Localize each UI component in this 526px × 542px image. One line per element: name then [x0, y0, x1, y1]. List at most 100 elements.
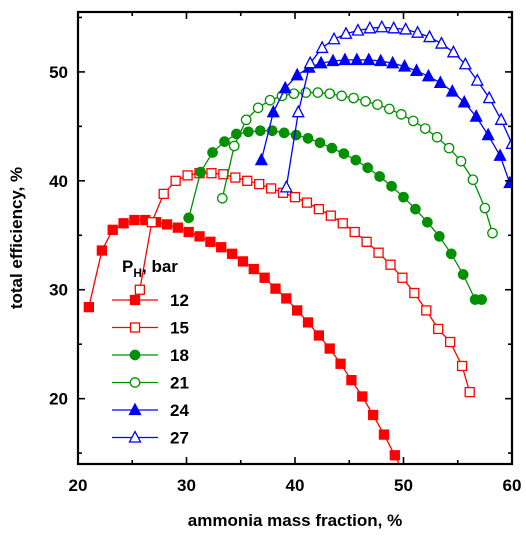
data-point-24 [433, 75, 447, 88]
legend-label-24: 24 [170, 401, 189, 420]
data-point-15 [289, 192, 301, 203]
data-point-27 [387, 20, 401, 34]
data-point-18 [445, 248, 457, 260]
data-point-24 [469, 109, 483, 122]
data-point-21 [372, 99, 383, 110]
series-21 [216, 87, 498, 239]
data-point-27 [446, 44, 460, 58]
legend-item-18: 18 [112, 346, 189, 365]
data-point-24 [254, 152, 268, 166]
data-point-18 [386, 180, 397, 192]
data-point-18 [433, 231, 445, 242]
data-point-12 [324, 343, 335, 354]
data-point-18 [398, 191, 409, 203]
data-point-27 [363, 20, 377, 34]
x-axis-title: ammonia mass fraction, % [188, 511, 402, 530]
data-point-24 [266, 104, 280, 118]
data-point-24 [398, 59, 412, 72]
x-tick-label: 50 [394, 476, 413, 495]
data-point-12 [281, 293, 292, 304]
legend-label-27: 27 [170, 429, 189, 448]
data-point-21 [479, 202, 491, 214]
y-tick-label: 20 [49, 390, 68, 409]
legend-marker-24 [128, 402, 142, 416]
data-point-21 [240, 114, 252, 126]
data-point-21 [252, 102, 264, 114]
data-point-24 [457, 94, 471, 108]
data-point-12 [83, 302, 94, 313]
legend-item-12: 12 [112, 291, 189, 310]
data-point-15 [421, 305, 432, 316]
x-tick-label: 30 [177, 476, 196, 495]
data-point-15 [254, 178, 265, 190]
data-point-12 [205, 236, 216, 247]
data-point-24 [421, 68, 436, 82]
data-point-18 [219, 136, 230, 147]
data-point-21 [455, 155, 467, 167]
data-point-18 [422, 216, 433, 228]
series-line-24 [260, 59, 511, 184]
data-point-21 [288, 88, 300, 100]
data-point-27 [458, 56, 472, 70]
data-point-21 [487, 227, 498, 239]
data-point-21 [384, 103, 395, 115]
data-point-15 [456, 360, 468, 372]
data-point-15 [433, 323, 444, 335]
data-point-12 [129, 214, 140, 226]
data-point-12 [335, 358, 346, 369]
data-point-21 [419, 123, 431, 134]
x-tick-label: 60 [503, 476, 522, 495]
data-point-18 [254, 125, 266, 137]
legend-item-21: 21 [112, 374, 189, 393]
data-point-24 [338, 52, 352, 66]
data-point-18 [290, 129, 302, 141]
data-point-12 [367, 409, 379, 421]
series-18 [183, 125, 487, 305]
y-tick-label: 30 [49, 281, 68, 300]
data-point-15 [464, 386, 475, 398]
data-point-24 [374, 53, 388, 67]
data-point-24 [493, 148, 507, 161]
data-point-24 [503, 175, 512, 189]
legend-marker-12 [129, 294, 141, 306]
legend-item-15: 15 [112, 319, 189, 338]
data-point-27 [291, 104, 305, 118]
data-point-15 [385, 259, 396, 270]
legend: PH, bar 12 15 18 21 24 27 [112, 257, 189, 448]
data-point-15 [325, 210, 336, 221]
data-point-12 [389, 450, 400, 461]
data-point-21 [431, 131, 443, 143]
data-point-24 [386, 55, 400, 69]
data-point-18 [278, 127, 290, 139]
data-point-15 [182, 170, 193, 181]
y-tick-label: 50 [49, 63, 68, 82]
data-point-27 [470, 73, 484, 86]
data-point-27 [399, 22, 413, 35]
data-point-15 [265, 183, 277, 194]
data-point-18 [242, 126, 254, 138]
data-point-15 [349, 226, 360, 238]
legend-marker-21 [129, 377, 141, 388]
data-point-12 [194, 231, 205, 242]
data-point-21 [443, 142, 455, 154]
data-point-12 [346, 374, 357, 386]
y-tick-label: 40 [49, 172, 68, 191]
data-point-15 [445, 336, 456, 348]
data-point-24 [481, 127, 495, 141]
data-point-27 [279, 179, 293, 193]
series-24 [254, 52, 512, 189]
data-point-15 [206, 168, 217, 179]
data-point-24 [350, 52, 364, 66]
data-point-12 [172, 222, 183, 233]
legend-item-24: 24 [112, 401, 189, 420]
data-point-18 [457, 269, 469, 280]
data-point-12 [226, 248, 238, 259]
data-point-12 [302, 317, 314, 328]
data-point-12 [259, 272, 270, 283]
data-point-12 [412, 497, 421, 506]
data-point-15 [230, 172, 241, 183]
legend-title: PH, bar [122, 257, 178, 280]
data-point-21 [360, 95, 371, 107]
data-point-15 [373, 247, 384, 258]
data-point-27 [434, 36, 449, 49]
